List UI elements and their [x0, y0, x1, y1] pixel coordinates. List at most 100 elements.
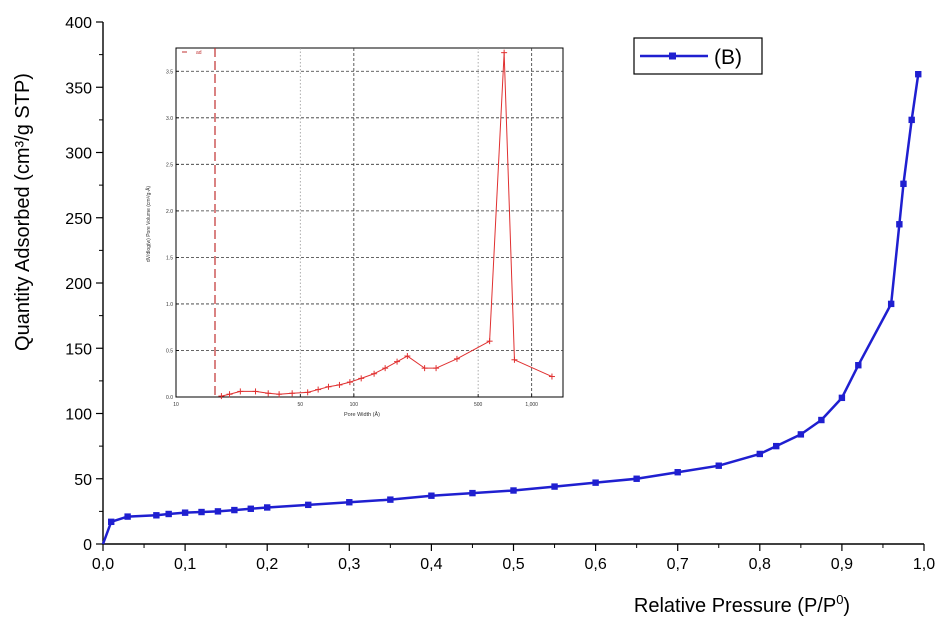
data-point — [551, 483, 558, 490]
y-tick-label: 150 — [65, 341, 92, 358]
x-tick-label: 0,8 — [749, 556, 771, 573]
data-point — [674, 469, 681, 476]
x-tick-label: 0,4 — [420, 556, 442, 573]
data-point — [247, 505, 254, 512]
inset-data-point — [371, 370, 378, 377]
legend-marker — [669, 52, 676, 60]
inset-x-axis-label: Pore Width (Å) — [344, 411, 380, 418]
inset-data-point — [265, 390, 272, 397]
y-axis-label: Quantity Adsorbed (cm³/g STP) — [12, 73, 34, 351]
x-tick-label: 0,3 — [338, 556, 360, 573]
inset-data-point — [276, 391, 283, 398]
data-point — [231, 506, 238, 514]
data-point — [153, 512, 160, 519]
x-axis-label: Relative Pressure (P/P0) — [634, 592, 850, 617]
y-tick-label: 400 — [65, 15, 92, 32]
data-point — [773, 442, 780, 450]
x-tick-label: 0,6 — [584, 556, 606, 573]
inset-data-point — [394, 358, 401, 365]
x-tick-label: 0,1 — [174, 556, 196, 573]
inset-data-point — [325, 383, 332, 390]
inset-data-point — [315, 386, 322, 393]
y-tick-label: 250 — [65, 211, 92, 228]
x-tick-label: 0,0 — [92, 556, 114, 573]
legend-label: (B) — [714, 46, 742, 69]
data-point — [181, 509, 189, 516]
data-point — [592, 479, 599, 486]
x-tick-label: 0,9 — [831, 556, 853, 573]
data-point — [915, 71, 922, 78]
data-point — [165, 510, 172, 518]
data-point — [214, 508, 222, 515]
x-tick-label: 0,7 — [667, 556, 689, 573]
inset-x-tick-label: 500 — [474, 402, 483, 408]
inset-data-point — [382, 365, 389, 372]
x-tick-label: 1,0 — [913, 556, 935, 573]
inset-chart: 0.0 0.5 1.0 1.5 2.0 2.5 3.0 3.5 10 50 100 500 1,000 P… — [145, 47, 564, 418]
inset-x-tick-label: 50 — [298, 402, 304, 408]
inset-frame — [175, 47, 564, 398]
data-point — [756, 450, 763, 458]
inset-y-tick-label: 3.0 — [166, 116, 173, 122]
data-point — [510, 487, 517, 494]
inset-data-point — [289, 390, 296, 397]
inset-y-tick-label: 1.0 — [166, 302, 173, 308]
inset-data-point — [218, 393, 225, 400]
inset-data-point — [486, 338, 493, 345]
data-point — [896, 221, 903, 228]
inset-data-point — [358, 375, 365, 382]
y-tick-label: 100 — [65, 407, 92, 424]
data-point — [264, 504, 271, 511]
inset-data-point — [404, 353, 411, 360]
data-point — [387, 496, 394, 503]
main-axes: 0,0 0,1 0,2 0,3 0,4 0,5 0,6 0,7 0,8 0,9 1,0 0 50 100 1… — [12, 15, 935, 617]
data-point — [305, 501, 312, 509]
data-point — [469, 489, 476, 497]
data-point — [108, 518, 115, 526]
y-tick-label: 50 — [74, 472, 92, 489]
inset-y-tick-label: 0.5 — [166, 348, 173, 354]
data-point — [818, 416, 825, 424]
x-tick-label: 0,5 — [502, 556, 524, 573]
inset-y-tick-label: 1.5 — [166, 255, 173, 261]
inset-data-point — [346, 379, 353, 386]
inset-y-tick-label: 3.5 — [166, 69, 173, 75]
inset-data-point — [226, 391, 233, 398]
y-tick-label: 350 — [65, 80, 92, 97]
data-point — [908, 116, 915, 124]
data-point — [124, 513, 131, 520]
inset-data-point — [511, 356, 518, 363]
x-tick-label: 0,2 — [256, 556, 278, 573]
inset-data-point — [237, 388, 244, 395]
data-point — [855, 362, 862, 369]
inset-data-point — [453, 355, 460, 362]
inset-data-point — [548, 373, 555, 380]
inset-y-tick-label: 0.0 — [166, 395, 173, 401]
inset-data-point — [304, 389, 311, 396]
data-point — [633, 475, 640, 482]
inset-data-point — [501, 49, 508, 56]
inset-data-point — [421, 365, 428, 372]
data-point — [346, 499, 353, 506]
inset-data-point — [433, 365, 440, 372]
data-point — [797, 431, 805, 438]
y-tick-label: 300 — [65, 146, 92, 163]
inset-y-tick-label: 2.0 — [166, 209, 173, 215]
inset-y-tick-label: 2.5 — [166, 162, 173, 168]
y-tick-label: 0 — [83, 537, 92, 554]
data-point — [887, 300, 895, 308]
data-point — [900, 180, 907, 188]
data-point — [838, 394, 846, 402]
inset-x-tick-label: 100 — [350, 402, 359, 408]
inset-data-point — [252, 388, 259, 395]
legend: (B) — [633, 37, 763, 75]
inset-x-tick-label: 1,000 — [525, 402, 538, 408]
inset-y-axis-label: dV/dlog(w) Pore Volume (cm³/g·Å) — [145, 186, 152, 262]
y-tick-label: 200 — [65, 276, 92, 293]
inset-x-tick-label: 10 — [173, 402, 179, 408]
data-point — [428, 492, 435, 499]
data-point — [715, 462, 722, 469]
inset-data-point — [336, 381, 343, 388]
